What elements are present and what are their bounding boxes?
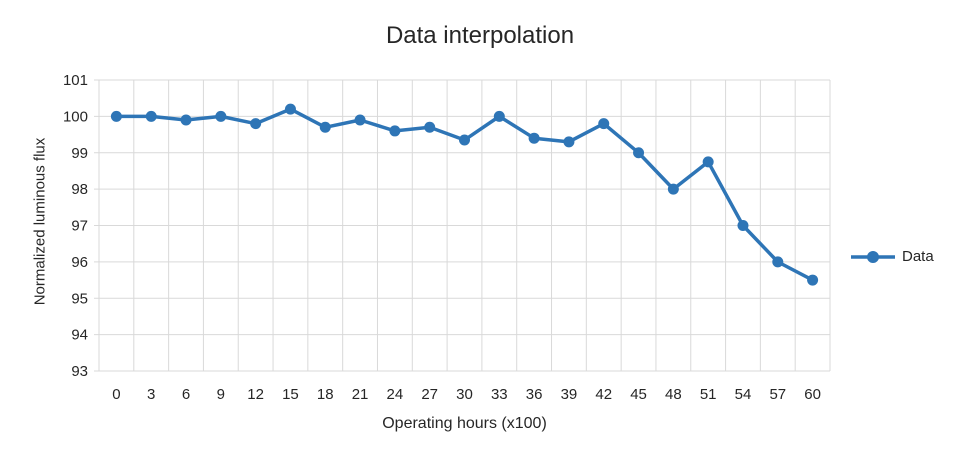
- x-tick-label: 24: [387, 386, 404, 403]
- y-tick-label: 93: [71, 363, 88, 380]
- x-tick-label: 12: [247, 386, 264, 403]
- x-tick-label: 21: [352, 386, 369, 403]
- data-point: [145, 110, 157, 122]
- x-tick-label: 30: [456, 386, 473, 403]
- legend-label: Data: [902, 248, 934, 265]
- x-tick-label: 54: [735, 386, 752, 403]
- data-point: [702, 156, 714, 168]
- data-point: [528, 132, 540, 144]
- x-tick-label: 6: [182, 386, 190, 403]
- x-tick-label: 18: [317, 386, 334, 403]
- x-tick-label: 57: [769, 386, 786, 403]
- x-tick-label: 33: [491, 386, 508, 403]
- x-tick-label: 15: [282, 386, 299, 403]
- x-tick-label: 0: [112, 386, 120, 403]
- x-tick-label: 27: [421, 386, 438, 403]
- x-tick-label: 36: [526, 386, 543, 403]
- legend-line-marker-icon: [851, 250, 895, 263]
- y-tick-label: 95: [71, 290, 88, 307]
- y-tick-label: 100: [63, 108, 88, 125]
- data-point: [354, 114, 366, 126]
- x-tick-label: 60: [804, 386, 821, 403]
- x-tick-label: 9: [217, 386, 225, 403]
- data-point: [598, 118, 610, 130]
- x-tick-label: 42: [595, 386, 612, 403]
- data-point: [772, 256, 784, 268]
- data-point: [284, 103, 296, 115]
- data-point: [389, 125, 401, 137]
- data-point: [807, 274, 819, 286]
- data-point: [737, 220, 749, 231]
- data-point: [215, 110, 227, 122]
- x-tick-label: 51: [700, 386, 717, 403]
- data-point: [493, 110, 505, 122]
- data-point: [424, 121, 436, 133]
- data-point: [459, 134, 470, 146]
- y-tick-label: 97: [71, 218, 88, 235]
- x-tick-label: 48: [665, 386, 682, 403]
- data-point: [563, 136, 575, 148]
- data-point: [633, 147, 645, 159]
- y-tick-label: 98: [71, 181, 88, 198]
- data-point: [667, 183, 679, 195]
- y-tick-label: 99: [71, 145, 88, 162]
- chart-title: Data interpolation: [385, 22, 575, 49]
- data-point: [180, 114, 192, 126]
- legend[interactable]: Data: [850, 248, 934, 265]
- y-tick-label: 101: [63, 72, 88, 89]
- x-axis-title: Operating hours (x100): [382, 415, 547, 432]
- x-tick-label: 3: [147, 386, 155, 403]
- data-point: [110, 110, 122, 122]
- y-tick-label: 96: [71, 254, 88, 271]
- data-point: [250, 118, 262, 130]
- data-point: [319, 121, 331, 133]
- x-tick-label: 45: [630, 386, 647, 403]
- y-tick-label: 94: [71, 327, 88, 344]
- x-tick-label: 39: [561, 386, 578, 403]
- y-axis-title: Normalized luminous flux: [31, 137, 49, 306]
